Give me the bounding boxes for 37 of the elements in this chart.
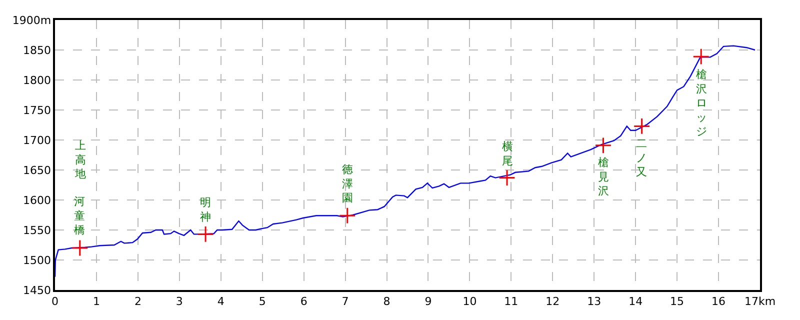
y-tick-label: 1450 (23, 284, 52, 297)
y-tick-label: 1600 (23, 194, 52, 207)
annotation: 河童橋 (74, 195, 85, 237)
x-tick-label: 14 (628, 294, 643, 308)
x-tick-label: 5 (258, 294, 266, 308)
annotation: 横尾 (502, 140, 513, 168)
y-tick-label: 1750 (23, 104, 52, 117)
annotation: 二ノ又 (636, 137, 647, 179)
line-series (55, 45, 756, 278)
y-tick-label: 1550 (23, 224, 52, 237)
y-tick-label: 1900m (12, 14, 52, 27)
x-tick-label: 13 (587, 294, 602, 308)
x-tick-label: 2 (134, 294, 142, 308)
y-tick-label: 1650 (23, 164, 52, 177)
x-tick-label: 17km (744, 294, 776, 308)
x-tick-label: 8 (383, 294, 390, 308)
x-tick-label: 7 (342, 294, 349, 308)
x-tick-label: 15 (670, 294, 684, 308)
x-tick-label: 12 (546, 294, 560, 308)
x-tick-label: 16 (712, 294, 726, 308)
annotation: 明神 (200, 196, 211, 224)
annotation: 槍見沢 (598, 156, 609, 198)
x-tick-label: 6 (300, 294, 308, 308)
x-tick-label: 10 (462, 294, 477, 308)
y-tick-label: 1800 (23, 74, 52, 87)
x-tick-label: 4 (217, 294, 224, 308)
y-tick-label: 1700 (23, 134, 52, 147)
x-tick-label: 0 (52, 294, 58, 308)
x-tick-label: 3 (176, 294, 183, 308)
x-tick-label: 11 (504, 294, 518, 308)
annotation: 徳澤園 (342, 163, 353, 205)
annotation: 上高地 (74, 139, 86, 181)
x-tick-label: 1 (92, 294, 100, 308)
y-tick-label: 1500 (23, 254, 52, 267)
y-tick-label: 1850 (23, 44, 52, 57)
annotation: 槍沢ロッジ (696, 68, 707, 138)
x-tick-label: 9 (424, 294, 432, 308)
